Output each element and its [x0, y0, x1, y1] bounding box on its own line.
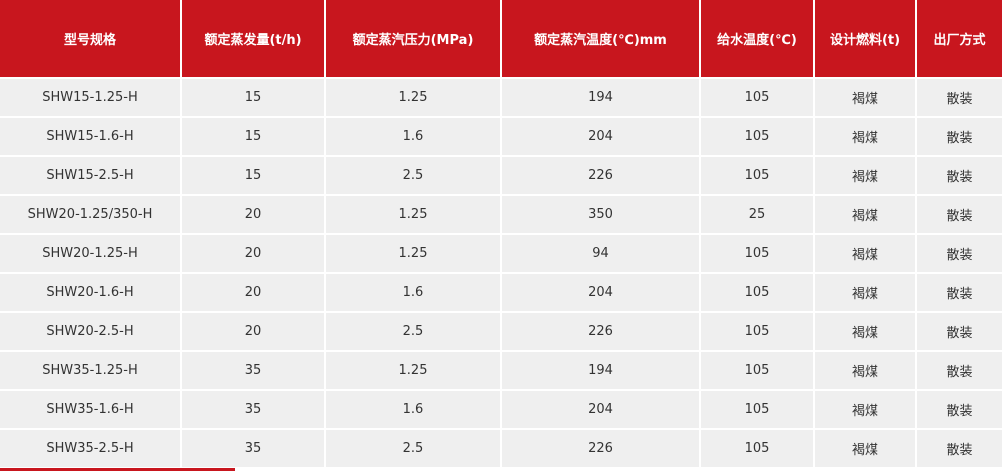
table-cell: 散装 — [917, 313, 1002, 350]
table-cell: 散装 — [917, 118, 1002, 155]
table-cell: 204 — [502, 391, 699, 428]
table-cell: 226 — [502, 157, 699, 194]
table-cell: 散装 — [917, 235, 1002, 272]
table-cell: 1.6 — [326, 274, 500, 311]
table-cell: SHW20-1.25-H — [0, 235, 180, 272]
table-cell: 35 — [182, 352, 324, 389]
table-cell: 1.25 — [326, 196, 500, 233]
table-cell: SHW35-1.25-H — [0, 352, 180, 389]
table-cell: 褐煤 — [815, 235, 915, 272]
table-cell: 褐煤 — [815, 274, 915, 311]
table-cell: 2.5 — [326, 157, 500, 194]
table-cell: SHW15-2.5-H — [0, 157, 180, 194]
table-cell: 194 — [502, 352, 699, 389]
header-cell: 额定蒸汽温度(℃)mm — [502, 0, 699, 77]
table-cell: 褐煤 — [815, 157, 915, 194]
header-cell: 出厂方式 — [917, 0, 1002, 77]
table-cell: 散装 — [917, 196, 1002, 233]
table-cell: 94 — [502, 235, 699, 272]
table-cell: 散装 — [917, 391, 1002, 428]
table-cell: 1.25 — [326, 235, 500, 272]
table-cell: SHW15-1.6-H — [0, 118, 180, 155]
accent-line — [0, 468, 235, 471]
header-cell: 额定蒸汽压力(MPa) — [326, 0, 500, 77]
table-cell: 204 — [502, 274, 699, 311]
table-cell: 15 — [182, 79, 324, 116]
table-cell: 褐煤 — [815, 430, 915, 467]
table-cell: SHW20-2.5-H — [0, 313, 180, 350]
table-cell: SHW35-1.6-H — [0, 391, 180, 428]
header-cell: 设计燃料(t) — [815, 0, 915, 77]
table-cell: 105 — [701, 391, 813, 428]
table-cell: 226 — [502, 430, 699, 467]
table-cell: 15 — [182, 118, 324, 155]
table-cell: 20 — [182, 313, 324, 350]
table-cell: 散装 — [917, 157, 1002, 194]
table-cell: 194 — [502, 79, 699, 116]
header-cell: 给水温度(℃) — [701, 0, 813, 77]
table-cell: 褐煤 — [815, 118, 915, 155]
header-cell: 型号规格 — [0, 0, 180, 77]
table-cell: 褐煤 — [815, 196, 915, 233]
table-cell: 105 — [701, 313, 813, 350]
table-cell: 204 — [502, 118, 699, 155]
table-cell: SHW20-1.6-H — [0, 274, 180, 311]
table-cell: 散装 — [917, 430, 1002, 467]
table-cell: 35 — [182, 430, 324, 467]
table-cell: 2.5 — [326, 313, 500, 350]
table-cell: 35 — [182, 391, 324, 428]
table-cell: 散装 — [917, 352, 1002, 389]
table-cell: SHW20-1.25/350-H — [0, 196, 180, 233]
table-cell: 15 — [182, 157, 324, 194]
table-cell: 105 — [701, 274, 813, 311]
table-cell: 1.6 — [326, 118, 500, 155]
table-cell: 20 — [182, 274, 324, 311]
table-cell: 20 — [182, 196, 324, 233]
table-cell: 105 — [701, 235, 813, 272]
table-cell: 褐煤 — [815, 391, 915, 428]
table-cell: 25 — [701, 196, 813, 233]
table-cell: 散装 — [917, 79, 1002, 116]
table-cell: 褐煤 — [815, 352, 915, 389]
table-cell: 褐煤 — [815, 79, 915, 116]
table-cell: 2.5 — [326, 430, 500, 467]
table-cell: 105 — [701, 157, 813, 194]
table-cell: 1.6 — [326, 391, 500, 428]
table-cell: 散装 — [917, 274, 1002, 311]
table-cell: SHW15-1.25-H — [0, 79, 180, 116]
table-cell: 105 — [701, 352, 813, 389]
header-cell: 额定蒸发量(t/h) — [182, 0, 324, 77]
table-cell: 105 — [701, 118, 813, 155]
table-cell: 褐煤 — [815, 313, 915, 350]
table-cell: SHW35-2.5-H — [0, 430, 180, 467]
table-cell: 1.25 — [326, 352, 500, 389]
table-cell: 350 — [502, 196, 699, 233]
table-cell: 1.25 — [326, 79, 500, 116]
table-cell: 226 — [502, 313, 699, 350]
table-cell: 20 — [182, 235, 324, 272]
table-cell: 105 — [701, 79, 813, 116]
table-cell: 105 — [701, 430, 813, 467]
